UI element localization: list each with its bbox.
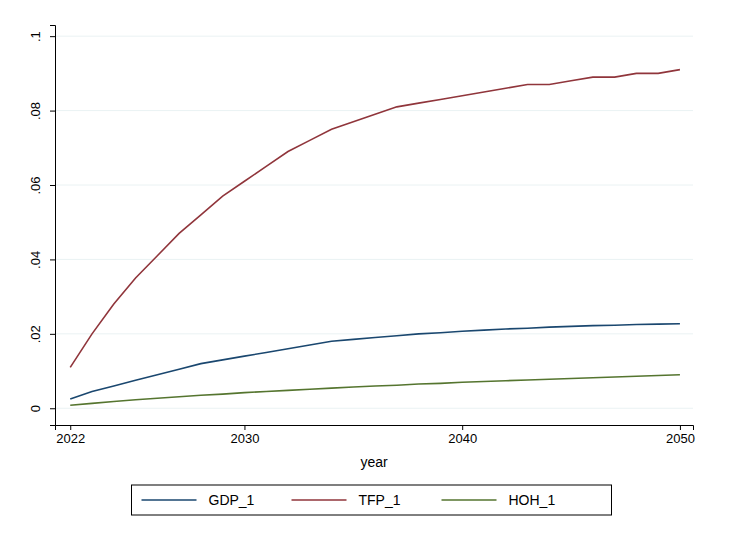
grid-line [55,333,693,334]
y-tick: .02 [28,325,55,343]
grid-line [55,408,693,409]
x-axis-title: year [360,454,388,470]
y-tick-label: 0 [28,405,43,412]
series-group [70,70,680,406]
y-tick: 0 [28,405,55,412]
x-tick: 2050 [666,425,695,446]
y-axis-line [50,26,56,426]
grid-line [55,185,693,186]
y-tick-label: .1 [28,31,43,42]
x-tick-mark [680,425,681,430]
y-tick: .1 [28,31,55,42]
legend: GDP_1 TFP_1 HOH_1 [132,485,612,515]
y-tick: .04 [28,251,55,269]
x-tick-mark [462,425,463,430]
grid [55,36,693,408]
x-tick-label: 2030 [230,431,259,446]
x-tick: 2022 [56,425,85,446]
y-tick-mark [50,334,55,335]
x-tick-label: 2050 [666,431,695,446]
legend-label: TFP_1 [359,492,401,508]
x-tick: 2030 [230,425,259,446]
series-line [70,324,680,399]
y-tick-label: .06 [28,176,43,194]
grid-line [55,110,693,111]
legend-label: HOH_1 [509,492,556,508]
x-tick: 2040 [448,425,477,446]
x-tick-mark [70,425,71,430]
x-tick-label: 2022 [56,431,85,446]
x-tick-mark [244,425,245,430]
y-tick-label: .02 [28,325,43,343]
y-tick: .08 [28,102,55,120]
x-tick-label: 2040 [448,431,477,446]
plot: 0 .02 .04 .06 .08 .1 2022 2030 2040 2050 [28,26,695,447]
y-axis: 0 .02 .04 .06 .08 .1 [28,26,56,426]
y-tick-mark [50,185,55,186]
legend-box [132,485,612,515]
grid-line [55,36,693,37]
y-tick-label: .04 [28,251,43,269]
legend-swatch [142,499,197,501]
series-line [70,375,680,406]
y-tick: .06 [28,176,55,194]
y-tick-mark [50,36,55,37]
y-tick-mark [50,259,55,260]
y-tick-mark [50,111,55,112]
series-line [70,70,680,368]
y-tick-mark [50,408,55,409]
grid-line [55,259,693,260]
chart: 0 .02 .04 .06 .08 .1 2022 2030 2040 2050 year GDP_1… [0,0,743,539]
legend-label: GDP_1 [209,492,255,508]
legend-swatch [292,499,347,501]
legend-swatch [442,499,497,501]
x-axis-line [56,426,694,431]
x-axis: 2022 2030 2040 2050 [56,425,695,446]
y-tick-label: .08 [28,102,43,120]
